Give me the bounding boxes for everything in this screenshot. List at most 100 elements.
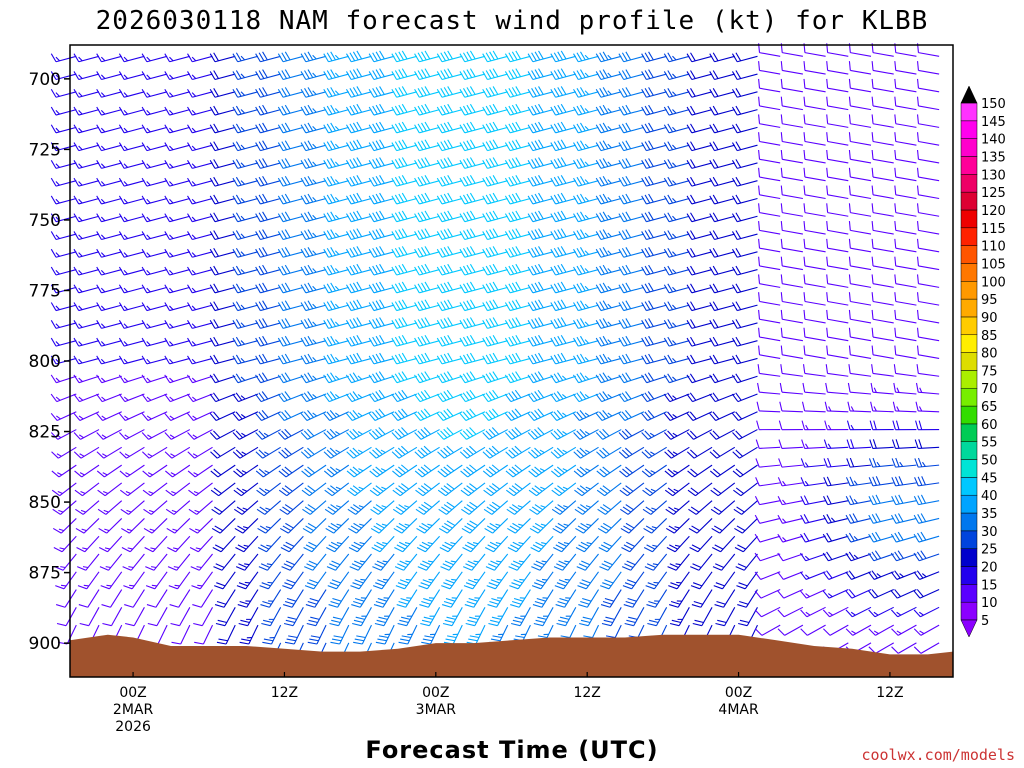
wind-barb: [73, 320, 100, 329]
wind-barb: [440, 553, 463, 571]
wind-barb: [869, 420, 894, 431]
wind-barb: [368, 175, 395, 187]
wind-barb: [916, 292, 940, 306]
wind-barb: [187, 88, 213, 98]
wind-barb: [436, 121, 463, 134]
wind-barb: [300, 104, 327, 116]
wind-barb: [754, 495, 781, 506]
wind-barb: [413, 389, 440, 403]
x-tick-label: 12Z: [271, 685, 298, 701]
wind-barb: [868, 531, 894, 543]
wind-barb: [871, 292, 894, 306]
wind-barb: [687, 464, 713, 478]
wind-barb: [755, 458, 781, 468]
wind-barb: [511, 607, 531, 627]
wind-barb: [826, 256, 849, 271]
wind-barb: [482, 121, 508, 134]
wind-barb: [255, 409, 281, 421]
wind-barb: [277, 353, 304, 365]
wind-barb: [799, 571, 826, 580]
wind-barb: [848, 345, 872, 360]
wind-barb: [300, 409, 327, 421]
wind-barb: [669, 607, 690, 627]
wind-barb: [848, 114, 872, 128]
wind-barb: [368, 157, 395, 169]
wind-barb: [573, 104, 599, 116]
wind-barb: [232, 70, 259, 81]
wind-barb: [822, 532, 849, 543]
wind-barb: [279, 500, 304, 515]
wind-barb: [573, 175, 599, 187]
wind-barb: [595, 391, 622, 403]
wind-barb: [96, 393, 122, 403]
wind-barb: [323, 122, 349, 134]
wind-barb: [915, 420, 940, 431]
wind-barb: [826, 61, 849, 75]
wind-barb: [848, 309, 872, 324]
wind-barb: [96, 374, 122, 384]
wind-barb: [641, 51, 667, 63]
wind-barb: [255, 158, 281, 169]
wind-barb: [118, 195, 145, 205]
wind-barb: [777, 571, 804, 580]
wind-barb: [260, 589, 282, 608]
wind-barb: [709, 212, 735, 223]
wind-barb: [436, 263, 463, 276]
wind-barb: [641, 104, 667, 116]
wind-barb: [845, 551, 872, 562]
wind-barb: [482, 192, 508, 205]
wind-barb: [550, 335, 576, 347]
wind-barb: [459, 175, 486, 187]
wind-barb: [550, 391, 577, 403]
wind-barb: [459, 408, 486, 421]
wind-barb: [647, 607, 668, 627]
wind-barb: [118, 266, 145, 276]
wind-barb: [595, 247, 622, 258]
colorbar-tick-label: 115: [981, 222, 1006, 237]
wind-barb: [667, 553, 690, 571]
wind-barb: [482, 427, 508, 440]
wind-barb: [664, 464, 690, 478]
wind-barb: [436, 352, 463, 365]
wind-barb: [121, 518, 145, 534]
wind-barb: [50, 106, 77, 116]
wind-barb: [848, 149, 872, 164]
wind-barb: [436, 371, 463, 384]
wind-barb: [279, 518, 304, 534]
wind-barb: [871, 364, 894, 377]
wind-barb: [527, 175, 554, 187]
wind-barb: [414, 192, 440, 205]
wind-barb: [414, 281, 440, 294]
wind-barb: [913, 589, 940, 599]
wind-barb: [300, 87, 327, 98]
wind-barb: [802, 364, 826, 377]
wind-barb: [868, 570, 894, 580]
wind-barb: [50, 88, 77, 98]
colorbar-tick-label: 35: [981, 507, 998, 522]
wind-barb: [573, 300, 599, 312]
wind-barb: [300, 335, 327, 347]
wind-barb: [803, 327, 826, 342]
wind-barb: [459, 317, 486, 329]
wind-barb: [732, 429, 758, 440]
wind-barb: [436, 299, 463, 312]
wind-barb: [709, 123, 735, 134]
wind-barb: [527, 389, 554, 403]
wind-barb: [891, 494, 917, 506]
wind-barb: [461, 500, 486, 515]
wind-barb: [550, 228, 576, 241]
wind-barb: [758, 132, 781, 146]
wind-barb: [871, 96, 894, 111]
wind-barb: [235, 553, 259, 571]
wind-barb: [255, 446, 281, 459]
wind-barb: [459, 445, 486, 459]
y-tick-label: 900: [29, 634, 61, 654]
wind-barb: [777, 533, 804, 543]
wind-barb: [510, 589, 531, 608]
wind-barb: [686, 336, 713, 347]
wind-barb: [800, 458, 826, 468]
wind-barb: [324, 500, 350, 515]
wind-barb: [731, 354, 758, 365]
wind-barb: [758, 221, 781, 235]
